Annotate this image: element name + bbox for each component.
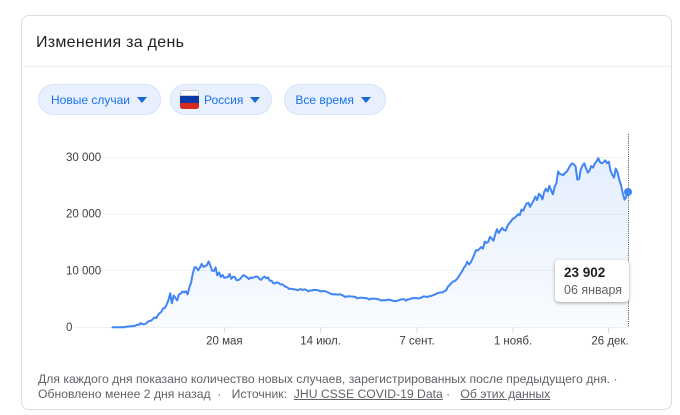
svg-text:26 дек.: 26 дек. (591, 336, 628, 348)
svg-text:20 000: 20 000 (66, 209, 101, 221)
svg-text:7 сент.: 7 сент. (399, 336, 434, 348)
svg-text:0: 0 (66, 322, 72, 334)
svg-text:14 июл.: 14 июл. (300, 336, 341, 348)
svg-text:20 мая: 20 мая (206, 336, 243, 348)
svg-text:10 000: 10 000 (66, 265, 101, 277)
svg-text:1 нояб.: 1 нояб. (494, 336, 532, 348)
svg-text:30 000: 30 000 (66, 152, 101, 164)
